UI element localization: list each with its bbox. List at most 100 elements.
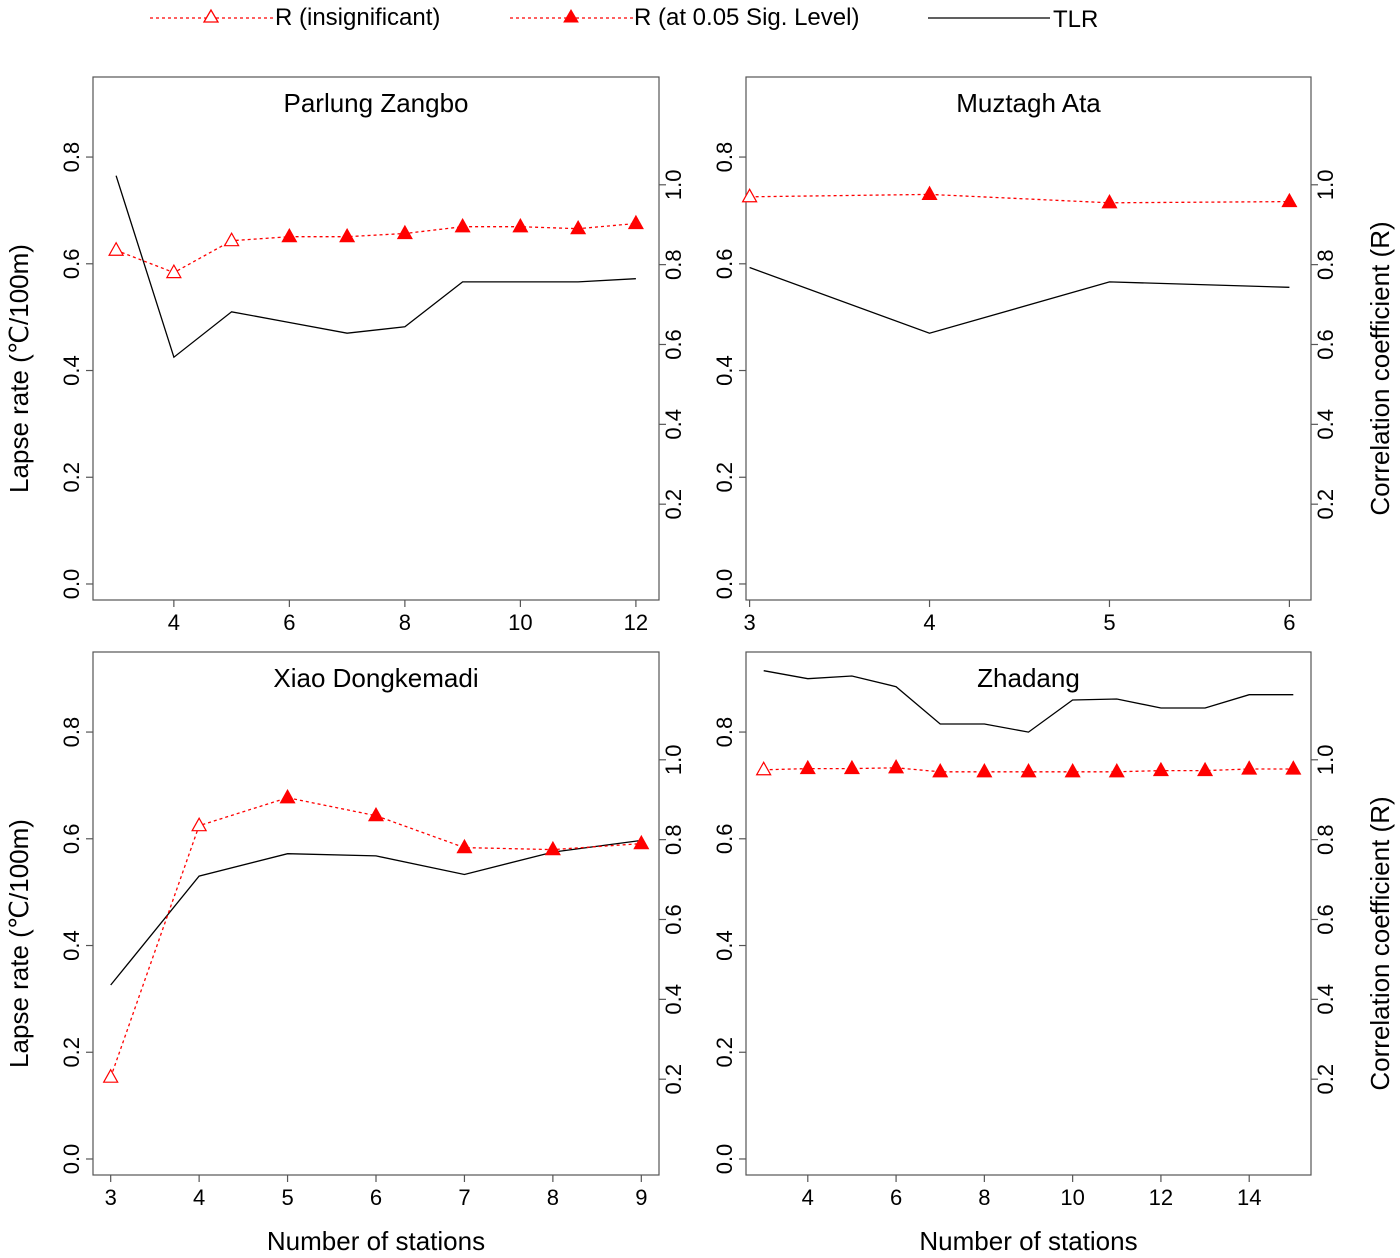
r-point-insignificant (741, 188, 758, 203)
y2-tick-label: 0.4 (661, 984, 686, 1015)
y2-tick-label: 0.2 (1313, 489, 1338, 520)
y-tick-label: 0.0 (712, 1144, 737, 1175)
r-point-significant (367, 806, 385, 822)
y-tick-label: 0.6 (59, 248, 84, 279)
y-tick-label: 0.2 (712, 462, 737, 493)
x-tick-label: 5 (281, 1185, 293, 1210)
y2-tick-label: 1.0 (1313, 169, 1338, 200)
r-point-significant (339, 227, 356, 243)
y2-tick-label: 0.8 (661, 824, 686, 855)
plot-frame (92, 76, 660, 601)
legend-tlr-label: TLR (1053, 6, 1098, 33)
y-tick-label: 0.4 (59, 930, 84, 961)
y-tick-label: 0.4 (712, 930, 737, 961)
x-tick-label: 12 (1149, 1185, 1173, 1210)
legend-r-significant-label: R (at 0.05 Sig. Level) (634, 4, 859, 31)
x-tick-label: 5 (1103, 610, 1115, 635)
r-point-significant (1152, 761, 1169, 777)
panel-title: Parlung Zangbo (283, 88, 468, 118)
y2-tick-label: 0.2 (661, 489, 686, 520)
x-tick-label: 7 (458, 1185, 470, 1210)
r-point-significant (454, 217, 471, 233)
panel-title: Xiao Dongkemadi (273, 663, 478, 693)
r-point-insignificant (165, 263, 182, 279)
r-point-significant (1108, 763, 1125, 778)
x-tick-label: 4 (168, 610, 180, 635)
panel-parlung-zangbo: Parlung Zangbo 4 6 8 10 12 0.0 0.2 0.4 0.6 0.8 0.2 0… (4, 76, 686, 635)
plot-frame (92, 651, 660, 1176)
tlr-series-line (110, 839, 642, 986)
y-tick-label: 0.8 (59, 142, 84, 173)
x-tick-label: 14 (1237, 1185, 1261, 1210)
x-tick-label: 4 (193, 1185, 205, 1210)
r-point-significant (1197, 761, 1214, 777)
r-series-line (749, 193, 1290, 204)
r-point-insignificant (223, 231, 240, 247)
legend-filled-triangle-icon (563, 9, 579, 23)
y-axis-title: Lapse rate (℃/100m) (4, 244, 34, 493)
r-point-significant (1101, 194, 1118, 209)
x-tick-label: 6 (370, 1185, 382, 1210)
r-point-significant (279, 788, 296, 804)
y2-tick-label: 0.6 (661, 329, 686, 360)
x-tick-label: 4 (802, 1185, 814, 1210)
y2-tick-label: 0.8 (1313, 249, 1338, 280)
r-point-significant (921, 185, 938, 200)
r-point-significant (570, 219, 587, 235)
r-point-insignificant (191, 816, 208, 832)
y2-tick-label: 0.2 (661, 1064, 686, 1095)
y-tick-label: 0.6 (712, 823, 737, 854)
y-tick-label: 0.0 (59, 569, 84, 600)
y2-axis-title: Correlation coefficient (R) (1365, 796, 1395, 1090)
panel-muztagh-ata: Muztagh Ata 3 4 5 6 0.0 0.2 0.4 0.6 0.8 0.2 0.4 0.6 0… (712, 76, 1395, 635)
y-tick-label: 0.8 (712, 717, 737, 748)
tlr-series-line (749, 266, 1290, 334)
x-tick-label: 8 (978, 1185, 990, 1210)
x-tick-label: 3 (743, 610, 755, 635)
r-point-significant (932, 763, 949, 778)
y-tick-label: 0.6 (59, 823, 84, 854)
y2-tick-label: 0.6 (1313, 904, 1338, 935)
legend: R (insignificant) R (at 0.05 Sig. Level)… (150, 4, 1098, 33)
r-point-significant (1064, 763, 1081, 778)
r-point-significant (976, 763, 993, 778)
r-point-significant (1285, 760, 1302, 775)
panels: Parlung Zangbo 4 6 8 10 12 0.0 0.2 0.4 0.6 0.8 0.2 0… (4, 76, 1395, 1256)
x-tick-label: 12 (624, 610, 648, 635)
y2-tick-label: 1.0 (661, 744, 686, 775)
y2-tick-label: 1.0 (1313, 744, 1338, 775)
r-point-significant (799, 759, 816, 775)
tlr-series-line (763, 670, 1294, 733)
r-point-significant (633, 834, 650, 850)
r-series-line (110, 797, 642, 1078)
y2-tick-label: 0.2 (1313, 1064, 1338, 1095)
r-point-significant (888, 759, 905, 774)
x-tick-label: 9 (635, 1185, 647, 1210)
y2-tick-label: 0.4 (661, 409, 686, 440)
r-point-insignificant (108, 241, 125, 256)
x-tick-label: 10 (508, 610, 532, 635)
y-tick-label: 0.0 (59, 1144, 84, 1175)
x-axis-title: Number of stations (919, 1226, 1137, 1256)
legend-open-triangle-icon (202, 8, 220, 23)
x-tick-label: 10 (1060, 1185, 1084, 1210)
x-tick-label: 4 (923, 610, 935, 635)
y-tick-label: 0.6 (712, 248, 737, 279)
r-point-insignificant (102, 1068, 119, 1083)
y-tick-label: 0.8 (712, 142, 737, 173)
r-point-significant (512, 217, 529, 233)
x-axis-title: Number of stations (267, 1226, 485, 1256)
r-point-significant (456, 838, 473, 854)
y2-tick-label: 0.8 (661, 249, 686, 280)
x-tick-label: 6 (890, 1185, 902, 1210)
y-tick-label: 0.4 (59, 355, 84, 386)
y2-axis-title: Correlation coefficient (R) (1365, 221, 1395, 515)
y-tick-label: 0.0 (712, 569, 737, 600)
panel-xiao-dongkemadi: Xiao Dongkemadi 3 4 5 6 7 8 9 0.0 0.2 0.4 0.6 0.8 0.2… (4, 651, 686, 1256)
tlr-series-line (115, 175, 636, 359)
panel-title: Muztagh Ata (956, 88, 1101, 118)
x-tick-label: 6 (1283, 610, 1295, 635)
plot-frame (745, 76, 1312, 601)
y-tick-label: 0.4 (712, 355, 737, 386)
r-point-significant (281, 227, 298, 243)
